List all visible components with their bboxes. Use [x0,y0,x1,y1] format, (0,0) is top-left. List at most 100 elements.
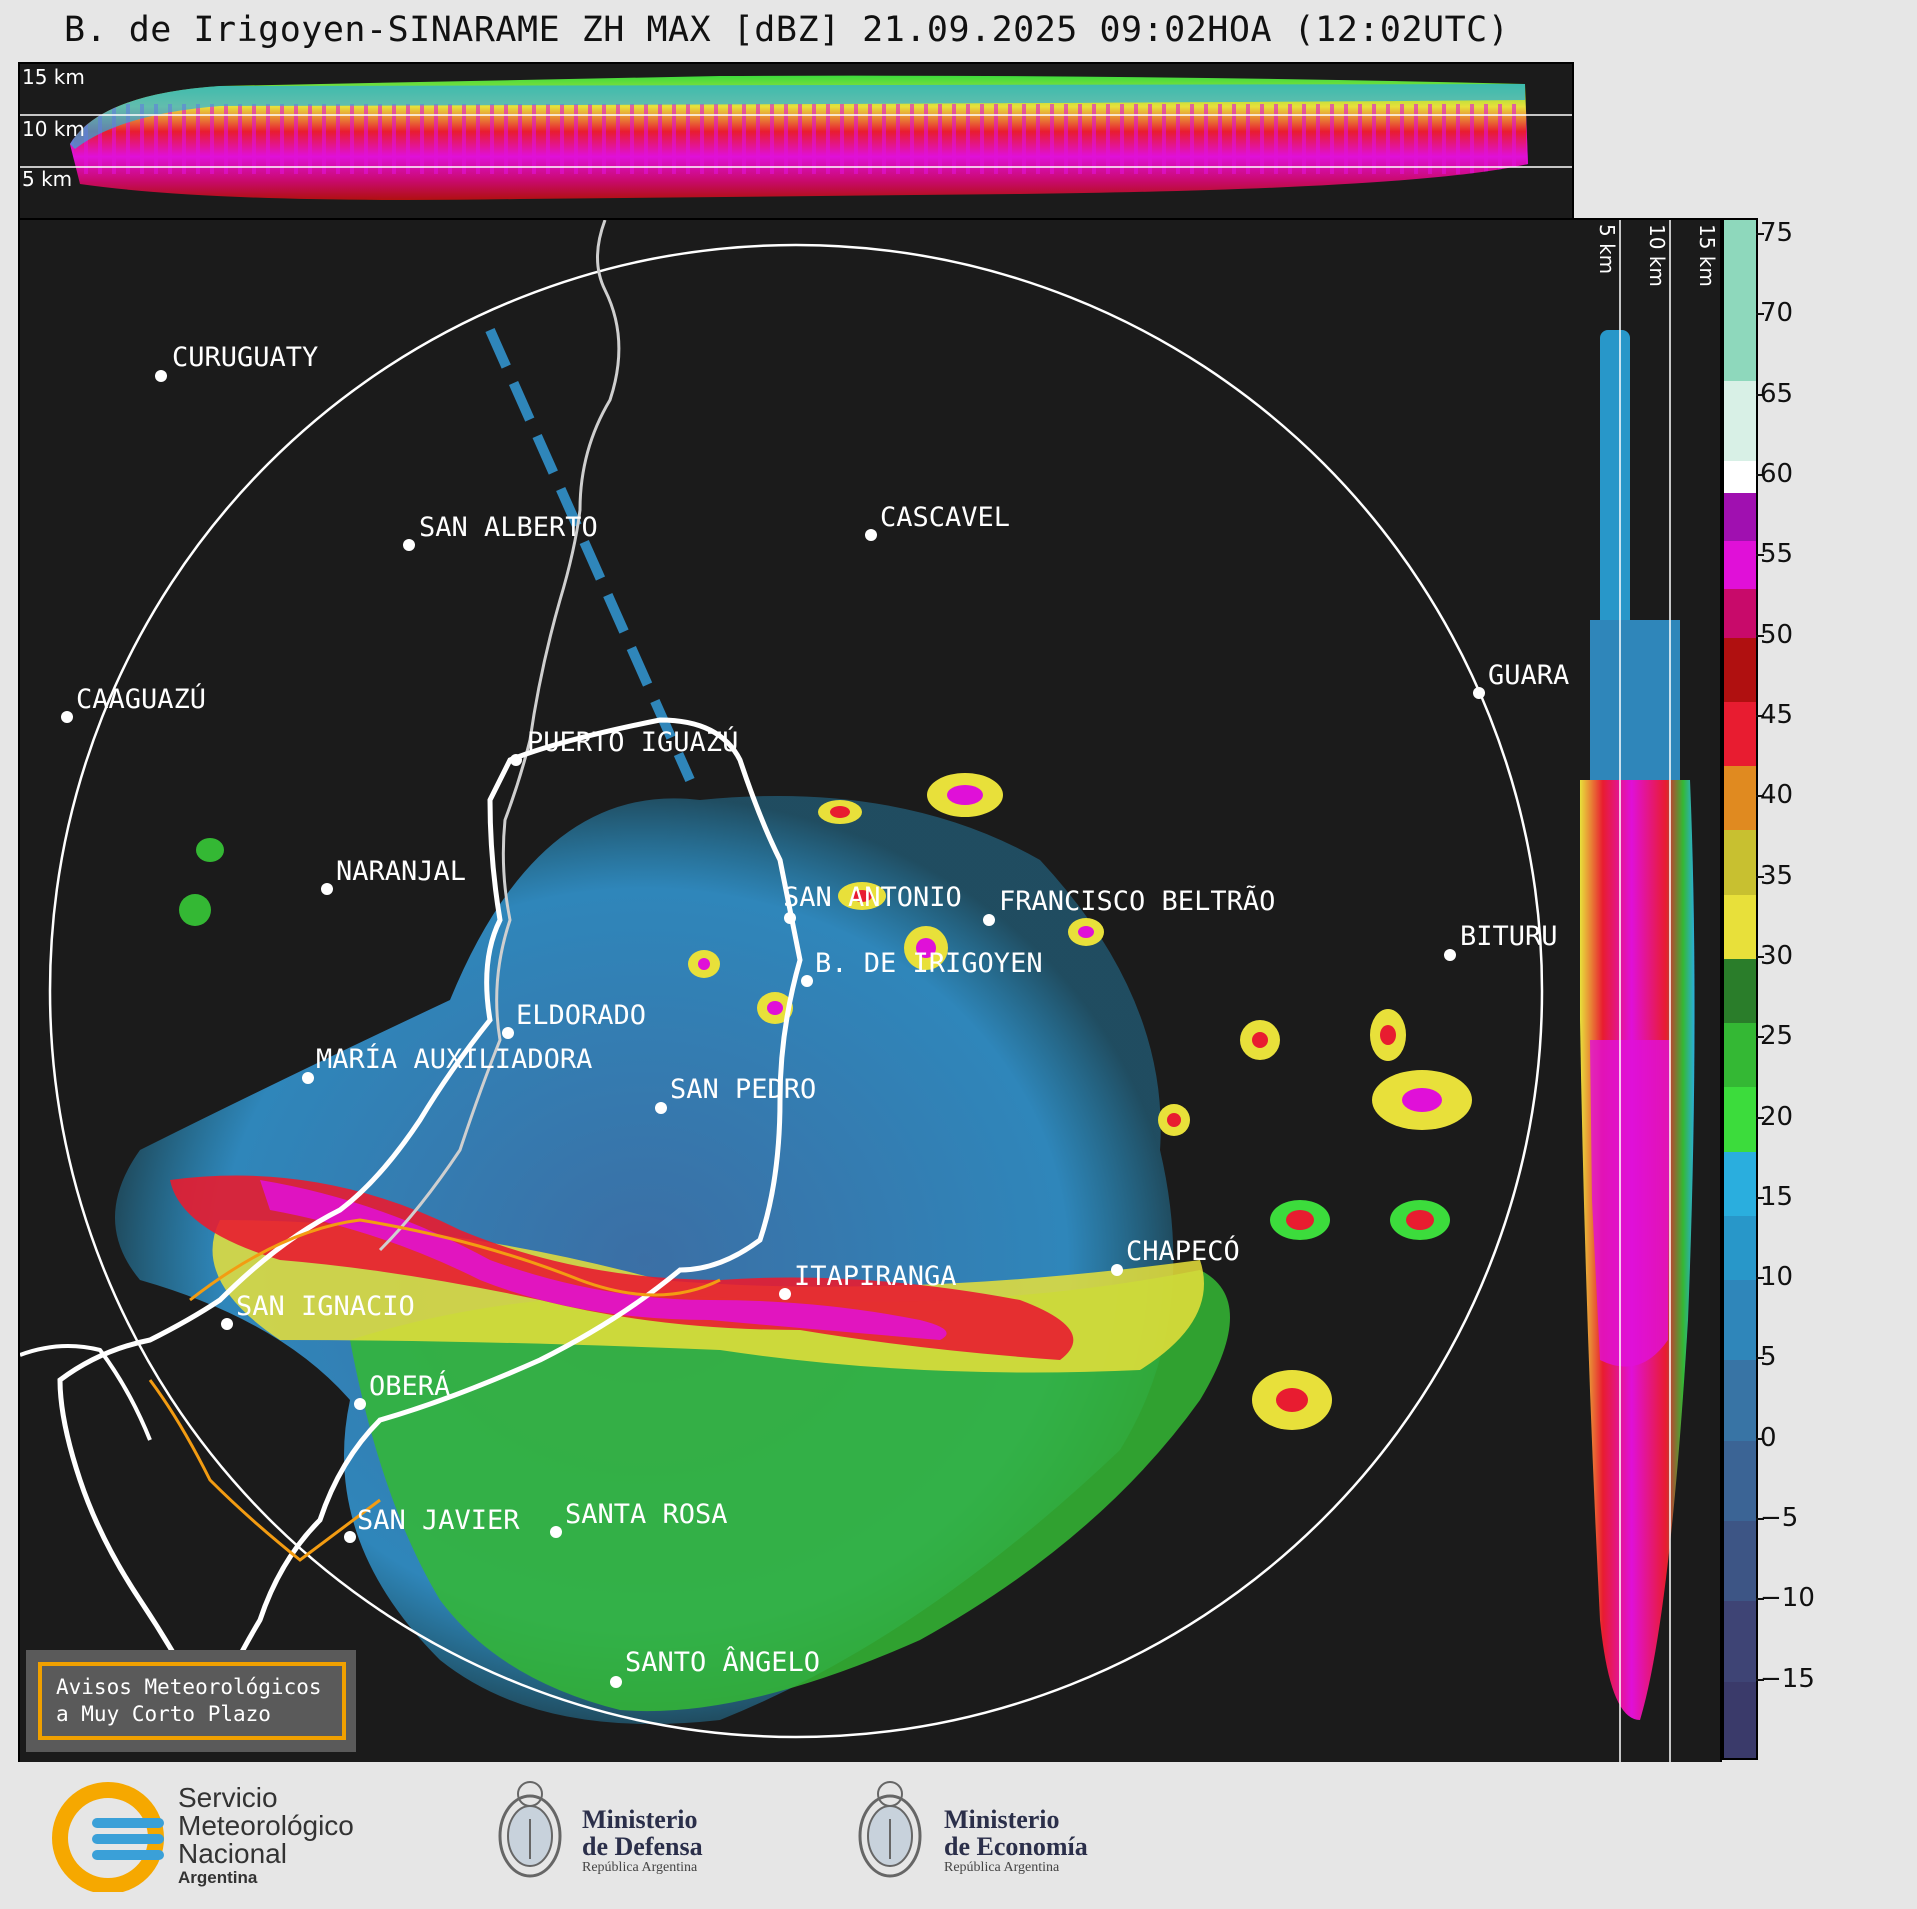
city-label: CHAPECÓ [1126,1235,1240,1267]
colorbar-tick-label: 35 [1760,860,1794,891]
top-cross-section-plot: 15 km 10 km 5 km [20,65,1572,200]
economia-line: de Economía [944,1832,1088,1861]
colorbar-tick-label: 55 [1760,539,1794,570]
colorbar-segment [1724,1681,1756,1758]
colorbar-tick-label: 30 [1760,940,1794,971]
colorbar-tick-label: 0 [1760,1422,1777,1453]
colorbar-segment [1724,493,1756,542]
city-dot [550,1526,562,1538]
city-dot [1444,949,1456,961]
top-echo-edge [70,84,1525,149]
right-cross-section: 5 km 10 km 15 km [1570,218,1722,1764]
city-dot [1111,1264,1123,1276]
colorbar-segment [1724,1521,1756,1602]
colorbar-segment [1724,830,1756,895]
echo-magenta-area [260,1180,947,1340]
city-label: MARÍA AUXILIADORA [316,1043,592,1075]
colorbar-tick-label: 50 [1760,619,1794,650]
colorbar-tick-label: 15 [1760,1181,1794,1212]
argentina-seal-icon [498,1781,562,1878]
defensa-line: Ministerio [582,1805,698,1834]
colorbar-segment [1724,894,1756,959]
colorbar-tick-mark [1756,393,1764,396]
city-dot [610,1676,622,1688]
argentina-seal-icon [858,1781,922,1878]
colorbar-tick-mark [1756,313,1764,316]
city-dot [354,1398,366,1410]
colorbar-tick-label: −15 [1760,1663,1815,1694]
city-markers: CURUGUATY SAN ALBERTO CASCAVEL CAAGUAZÚ … [61,342,1569,1688]
city-label: BITURU [1460,921,1558,952]
city-dot [865,529,877,541]
top-cross-section: 15 km 10 km 5 km [18,62,1574,222]
colorbar-segment [1724,958,1756,1024]
colorbar-tick-label: 20 [1760,1101,1794,1132]
city-dot [155,370,167,382]
colorbar-tick-label: 10 [1760,1262,1794,1293]
right-echo-top [1600,330,1630,630]
city-label: CURUGUATY [172,342,318,373]
smn-line: Argentina [178,1868,258,1887]
top-km-label: 5 km [22,167,72,191]
colorbar-tick-mark [1756,474,1764,476]
city-label: SANTO ÂNGELO [625,1646,820,1678]
city-label: SAN ALBERTO [419,512,598,543]
warning-legend-frame: Avisos Meteorológicos a Muy Corto Plazo [38,1662,346,1740]
colorbar-tick-mark [1756,554,1764,557]
colorbar-tick-mark [1756,795,1764,798]
city-label: CAAGUAZÚ [76,683,206,715]
city-label: CASCAVEL [880,502,1010,533]
city-label: PUERTO IGUAZÚ [527,726,738,758]
city-label: SAN PEDRO [670,1074,816,1105]
echo-beam [485,327,695,783]
smn-line: Nacional [178,1838,287,1869]
colorbar-segment [1724,1215,1756,1281]
radar-map-plot: CURUGUATY SAN ALBERTO CASCAVEL CAAGUAZÚ … [20,220,1569,1739]
city-label: ITAPIRANGA [794,1261,957,1292]
smn-line: Servicio [178,1782,278,1813]
right-km-label: 10 km [1645,224,1669,287]
colorbar-segment [1724,220,1756,381]
colorbar-segment [1724,1023,1756,1088]
colorbar-tick-label: 60 [1760,459,1794,489]
city-dot [403,539,415,551]
range-ring [48,243,1544,1739]
colorbar-tick-mark [1756,1036,1764,1039]
city-dot [502,1027,514,1039]
city-dot [321,883,333,895]
top-km-label: 10 km [22,117,85,141]
colorbar-tick-label: 25 [1760,1021,1794,1052]
colorbar-tick-label: 65 [1760,378,1794,409]
city-dot [221,1318,233,1330]
colorbar-tick-label: 45 [1760,699,1794,730]
defensa-line: de Defensa [582,1832,703,1861]
smn-logo-icon [52,1782,164,1892]
right-cross-section-plot: 5 km 10 km 15 km [1580,220,1719,1762]
city-dot [1473,687,1485,699]
city-dot [344,1531,356,1543]
country-border [378,220,621,1252]
city-dot [61,711,73,723]
colorbar-segment [1724,380,1756,461]
colorbar-tick-label: 75 [1760,218,1794,249]
city-label: SAN JAVIER [357,1505,520,1536]
city-dot [801,975,813,987]
city-dot [784,912,796,924]
colorbar-tick-mark [1756,1678,1764,1681]
colorbar-tick-mark [1756,1518,1764,1521]
colorbar-tick-mark [1756,875,1764,878]
warning-legend: Avisos Meteorológicos a Muy Corto Plazo [26,1650,356,1752]
colorbar-tick-label: −10 [1760,1583,1815,1614]
dbz-colorbar [1722,218,1758,1760]
page-title: B. de Irigoyen-SINARAME ZH MAX [dBZ] 21.… [64,10,1510,50]
warning-legend-line: a Muy Corto Plazo [56,1702,271,1726]
colorbar-tick-mark [1756,1116,1764,1119]
colorbar-segment [1724,1360,1756,1441]
colorbar-tick-label: 40 [1760,780,1794,811]
warning-area-border-south [148,1379,381,1562]
colorbar-tick-mark [1756,1437,1764,1440]
colorbar-segment [1724,589,1756,638]
colorbar-tick-mark [1756,1357,1764,1360]
radar-map[interactable]: CURUGUATY SAN ALBERTO CASCAVEL CAAGUAZÚ … [18,218,1574,1764]
colorbar-tick-mark [1756,955,1764,958]
